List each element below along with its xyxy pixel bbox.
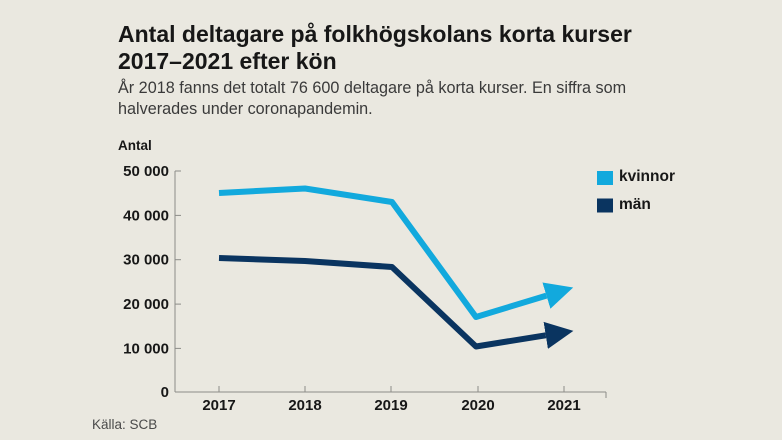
svg-text:20 000: 20 000 [123, 296, 169, 313]
svg-text:10 000: 10 000 [123, 340, 169, 357]
svg-text:40 000: 40 000 [123, 207, 169, 224]
svg-text:30 000: 30 000 [123, 252, 169, 269]
svg-text:2017: 2017 [202, 397, 235, 414]
svg-text:0: 0 [161, 384, 169, 401]
svg-text:2019: 2019 [374, 397, 407, 414]
svg-text:2018: 2018 [288, 397, 321, 414]
svg-text:2021: 2021 [547, 397, 580, 414]
svg-text:50 000: 50 000 [123, 163, 169, 180]
svg-text:2020: 2020 [461, 397, 494, 414]
